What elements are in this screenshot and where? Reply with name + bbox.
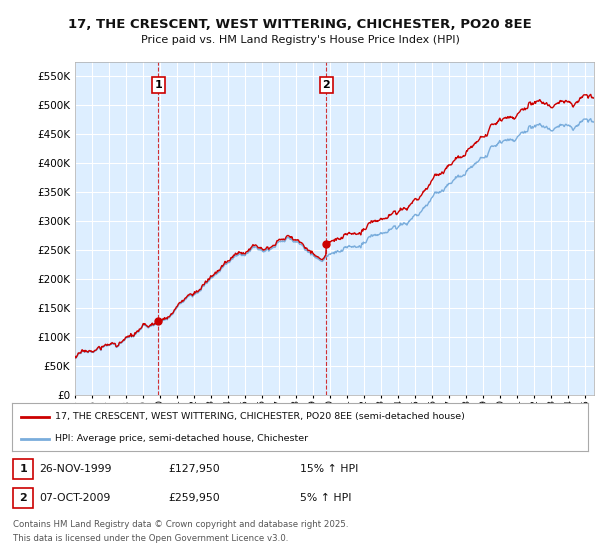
Text: 5% ↑ HPI: 5% ↑ HPI: [300, 493, 352, 503]
Text: 26-NOV-1999: 26-NOV-1999: [39, 464, 112, 474]
Text: This data is licensed under the Open Government Licence v3.0.: This data is licensed under the Open Gov…: [13, 534, 289, 543]
Text: Price paid vs. HM Land Registry's House Price Index (HPI): Price paid vs. HM Land Registry's House …: [140, 35, 460, 45]
Text: £259,950: £259,950: [168, 493, 220, 503]
Text: 17, THE CRESCENT, WEST WITTERING, CHICHESTER, PO20 8EE: 17, THE CRESCENT, WEST WITTERING, CHICHE…: [68, 18, 532, 31]
Text: 2: 2: [19, 493, 27, 503]
Text: 1: 1: [19, 464, 27, 474]
Text: Contains HM Land Registry data © Crown copyright and database right 2025.: Contains HM Land Registry data © Crown c…: [13, 520, 349, 529]
Text: 15% ↑ HPI: 15% ↑ HPI: [300, 464, 358, 474]
Text: 2: 2: [322, 80, 330, 90]
Text: £127,950: £127,950: [168, 464, 220, 474]
Text: HPI: Average price, semi-detached house, Chichester: HPI: Average price, semi-detached house,…: [55, 435, 308, 444]
Text: 1: 1: [155, 80, 162, 90]
Text: 17, THE CRESCENT, WEST WITTERING, CHICHESTER, PO20 8EE (semi-detached house): 17, THE CRESCENT, WEST WITTERING, CHICHE…: [55, 412, 465, 421]
Text: 07-OCT-2009: 07-OCT-2009: [39, 493, 110, 503]
